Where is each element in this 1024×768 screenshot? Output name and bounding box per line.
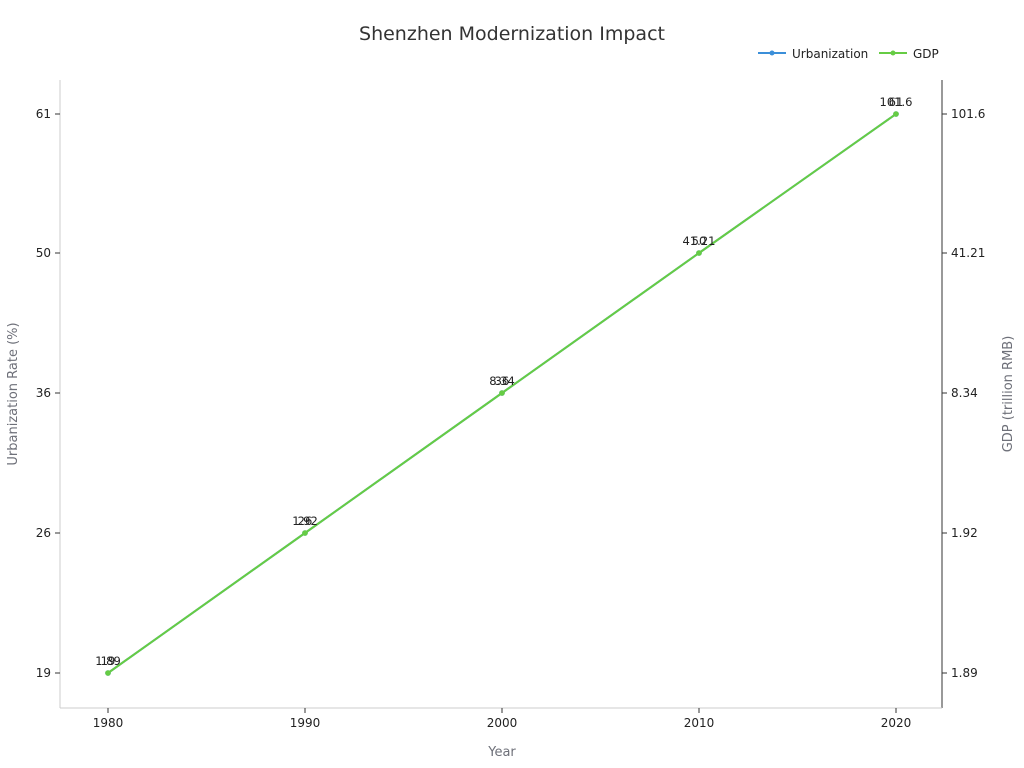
right-axis-ticks: 1.89 1.92 8.34 41.21 101.6 — [942, 107, 985, 680]
left-tick-label: 19 — [36, 666, 51, 680]
series-layer: 19 26 36 50 61 1.89 1.92 8.34 41.21 101.6 — [95, 95, 912, 676]
data-point-gdp[interactable] — [499, 390, 505, 396]
data-label-urbanization: 19 — [101, 654, 116, 668]
legend-label-urbanization: Urbanization — [792, 47, 868, 61]
data-label-urbanization: 61 — [889, 95, 904, 109]
left-tick-label: 50 — [36, 246, 51, 260]
right-tick-label: 101.6 — [951, 107, 985, 121]
right-tick-label: 41.21 — [951, 246, 985, 260]
data-label-gdp: 1.89 — [95, 654, 121, 668]
right-tick-label: 1.92 — [951, 526, 978, 540]
data-point-gdp[interactable] — [105, 670, 111, 676]
x-tick-label: 1990 — [290, 716, 321, 730]
right-axis-title: GDP (trillion RMB) — [1001, 336, 1016, 453]
legend-marker-gdp — [890, 50, 896, 56]
data-label-urbanization: 26 — [298, 514, 313, 528]
data-point-gdp[interactable] — [893, 111, 899, 117]
x-tick-label: 2000 — [487, 716, 518, 730]
x-tick-label: 2010 — [684, 716, 715, 730]
legend-label-gdp: GDP — [913, 47, 939, 61]
data-label-gdp: 1.92 — [292, 514, 318, 528]
x-axis-title: Year — [487, 745, 516, 760]
left-tick-label: 61 — [36, 107, 51, 121]
left-tick-label: 26 — [36, 526, 51, 540]
right-tick-label: 8.34 — [951, 386, 978, 400]
series-gdp: 1.89 1.92 8.34 41.21 101.6 — [95, 95, 912, 676]
data-label-gdp: 41.21 — [683, 234, 716, 248]
x-axis-ticks: 1980 1990 2000 2010 2020 — [93, 708, 912, 730]
data-point-gdp[interactable] — [696, 250, 702, 256]
left-tick-label: 36 — [36, 386, 51, 400]
chart-title: Shenzhen Modernization Impact — [359, 23, 665, 45]
legend-item-gdp[interactable]: GDP — [879, 47, 939, 61]
data-label-urbanization: 36 — [495, 374, 510, 388]
data-label-urbanization: 50 — [692, 234, 707, 248]
legend-marker-urbanization — [769, 50, 775, 56]
right-tick-label: 1.89 — [951, 666, 978, 680]
data-label-gdp: 8.34 — [489, 374, 515, 388]
left-axis-title: Urbanization Rate (%) — [6, 322, 21, 465]
data-label-gdp: 101.6 — [880, 95, 913, 109]
legend: Urbanization GDP — [758, 47, 939, 61]
x-tick-label: 2020 — [881, 716, 912, 730]
x-tick-label: 1980 — [93, 716, 124, 730]
left-axis-ticks: 19 26 36 50 61 — [36, 107, 60, 680]
data-point-gdp[interactable] — [302, 530, 308, 536]
legend-item-urbanization[interactable]: Urbanization — [758, 47, 868, 61]
